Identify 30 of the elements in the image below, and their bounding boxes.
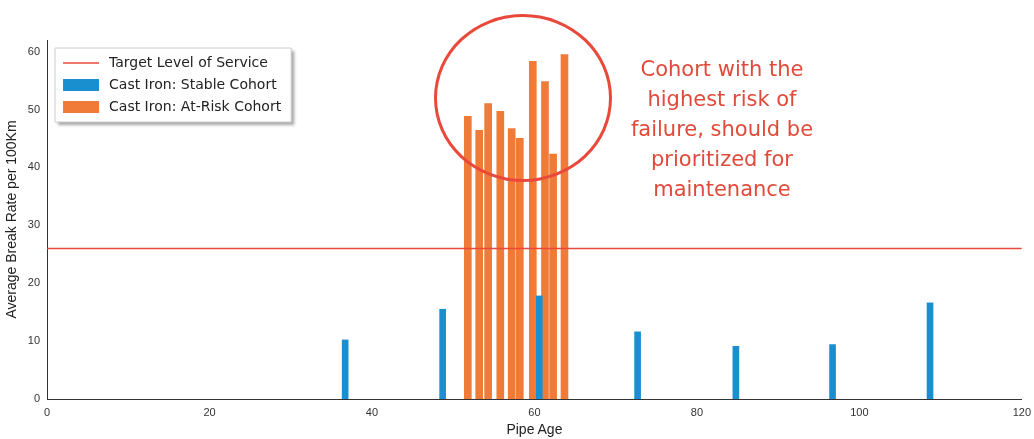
- x-tick-label: 0: [43, 405, 51, 418]
- annotation: Cohort with the highest risk of failure, should be prioritized for maintenance: [629, 56, 815, 203]
- bar: [634, 331, 641, 399]
- x-tick-label: 40: [365, 405, 379, 418]
- x-tick-label: 100: [850, 405, 869, 418]
- bar: [560, 54, 569, 399]
- y-tick-label: 40: [27, 160, 41, 173]
- y-tick-label: 20: [27, 276, 41, 289]
- y-tick-label: 50: [27, 102, 41, 115]
- x-tick-label: 60: [528, 405, 541, 418]
- bar: [732, 345, 740, 399]
- legend-label: Cast Iron: At-Risk Cohort: [109, 97, 282, 114]
- bar: [463, 116, 472, 399]
- x-tick-label: 120: [1012, 405, 1031, 418]
- y-tick-label: 30: [27, 218, 41, 231]
- bar: [496, 110, 505, 399]
- legend-label: Target Level of Service: [108, 53, 268, 70]
- y-tick-label: 60: [27, 44, 41, 57]
- y-axis-title: Average Break Rate per 100Km: [3, 120, 20, 319]
- legend-label: Cast Iron: Stable Cohort: [109, 75, 278, 92]
- x-tick-label: 80: [690, 405, 704, 418]
- bar: [829, 344, 836, 399]
- y-tick-label: 0: [33, 392, 41, 405]
- bar: [528, 61, 537, 399]
- x-axis-title: Pipe Age: [506, 421, 563, 438]
- bar: [926, 302, 934, 399]
- bar: [439, 308, 446, 399]
- x-tick-label: 20: [203, 405, 216, 418]
- bar: [535, 295, 543, 399]
- y-tick-label: 10: [27, 334, 41, 347]
